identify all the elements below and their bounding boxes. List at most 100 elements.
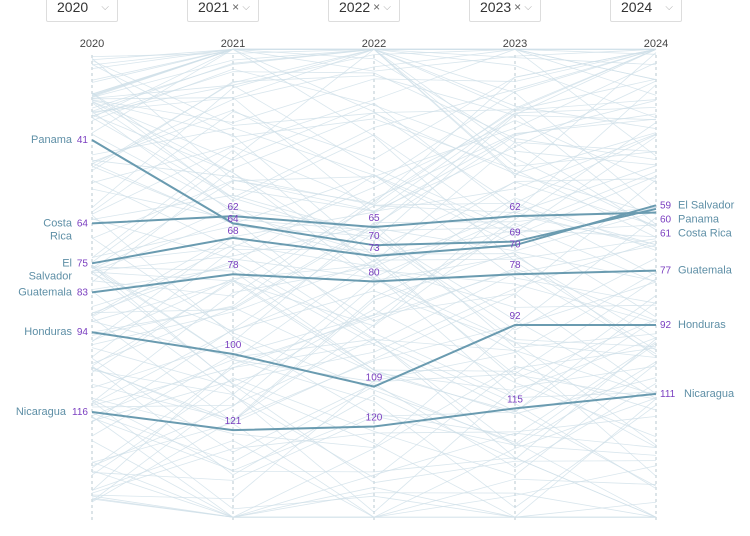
value-label: 60 — [660, 214, 672, 225]
series-name-right: El Salvador — [678, 199, 735, 211]
background-line — [91, 222, 657, 327]
series-name-left: Salvador — [29, 270, 73, 282]
background-line — [91, 48, 657, 351]
value-label: 64 — [77, 218, 89, 229]
series-line-costa-rica — [91, 211, 657, 229]
background-line — [91, 106, 657, 343]
value-label: 115 — [507, 394, 523, 405]
background-line — [91, 290, 657, 405]
value-label: 59 — [660, 200, 672, 211]
background-line — [91, 338, 657, 476]
background-line — [91, 165, 657, 367]
axis-label-2020: 2020 — [80, 38, 104, 50]
background-line — [91, 48, 657, 99]
background-line — [91, 48, 657, 184]
background-line — [91, 119, 657, 263]
background-line — [91, 267, 657, 487]
value-label: 68 — [227, 226, 239, 237]
background-line — [91, 118, 657, 297]
background-line — [91, 251, 657, 423]
background-line — [91, 48, 657, 242]
background-line — [91, 48, 657, 199]
series-line-honduras — [91, 323, 656, 388]
background-line — [91, 260, 657, 400]
background-line — [91, 359, 657, 509]
series-line-guatemala — [91, 269, 657, 294]
series-name-left: Rica — [50, 230, 73, 242]
background-line — [91, 281, 657, 449]
background-line — [91, 358, 657, 468]
background-line — [91, 260, 657, 489]
background-line — [91, 171, 657, 232]
year-select-2020[interactable]: 2020 ⌵ — [46, 0, 118, 22]
background-line — [91, 269, 657, 492]
value-label: 116 — [72, 407, 88, 418]
axis-label-2021: 2021 — [221, 38, 245, 50]
series-name-left: Costa — [43, 217, 73, 229]
value-label: 109 — [366, 373, 383, 384]
chevron-down-icon[interactable]: ⌵ — [665, 1, 673, 13]
chevron-down-icon[interactable]: ⌵ — [383, 1, 391, 13]
background-line — [91, 194, 657, 331]
series-name-left: Honduras — [24, 326, 72, 338]
year-select-value: 2021 — [198, 0, 230, 15]
value-label: 70 — [368, 231, 380, 242]
background-line — [91, 78, 657, 336]
series-line-panama — [91, 139, 657, 247]
background-line — [91, 60, 657, 175]
background-line — [91, 84, 657, 403]
value-label: 80 — [368, 267, 380, 278]
value-label: 92 — [509, 311, 521, 322]
remove-icon[interactable]: × — [232, 0, 240, 14]
background-line — [91, 111, 657, 358]
background-line — [91, 280, 657, 392]
remove-icon[interactable]: × — [373, 0, 381, 14]
background-line — [91, 100, 657, 248]
value-label: 64 — [227, 214, 239, 225]
series-line-el-salvador — [91, 204, 657, 265]
value-label: 77 — [660, 266, 672, 277]
background-line — [91, 48, 657, 165]
background-line — [91, 415, 657, 494]
chevron-down-icon[interactable]: ⌵ — [242, 1, 250, 13]
background-line — [91, 290, 657, 513]
background-line — [91, 57, 657, 212]
value-label: 121 — [225, 416, 242, 427]
background-line — [91, 136, 657, 422]
background-line — [91, 205, 657, 278]
background-line — [91, 48, 657, 239]
background-line — [91, 63, 657, 238]
background-line — [91, 206, 657, 389]
chevron-down-icon[interactable]: ⌵ — [524, 1, 532, 13]
value-label: 61 — [660, 228, 672, 239]
background-line — [91, 223, 657, 364]
background-line — [91, 181, 657, 358]
background-line — [91, 218, 657, 399]
background-line — [91, 100, 657, 272]
year-select-2024[interactable]: 2024 ⌵ — [610, 0, 682, 22]
value-label: 83 — [77, 287, 89, 298]
series-name-left: Panama — [31, 134, 73, 146]
remove-icon[interactable]: × — [514, 0, 522, 14]
background-line — [91, 217, 657, 420]
year-select-2023[interactable]: 2023 × ⌵ — [469, 0, 541, 22]
value-label: 62 — [227, 202, 239, 213]
series-name-right: Guatemala — [678, 265, 733, 277]
background-line — [91, 365, 657, 518]
series-name-left: Guatemala — [18, 286, 73, 298]
year-select-2021[interactable]: 2021 × ⌵ — [187, 0, 259, 22]
year-select-value: 2024 — [621, 0, 653, 15]
value-label: 111 — [660, 389, 676, 400]
background-line — [91, 366, 657, 518]
year-select-2022[interactable]: 2022 × ⌵ — [328, 0, 400, 22]
chevron-down-icon[interactable]: ⌵ — [101, 1, 109, 13]
background-line — [91, 279, 657, 448]
background-line — [91, 301, 657, 481]
series-name-right: Nicaragua — [684, 388, 735, 400]
axis-label-2022: 2022 — [362, 38, 386, 50]
background-line — [91, 48, 657, 124]
series-name-left: El — [62, 257, 72, 269]
background-line — [91, 75, 657, 172]
background-line — [91, 48, 657, 72]
